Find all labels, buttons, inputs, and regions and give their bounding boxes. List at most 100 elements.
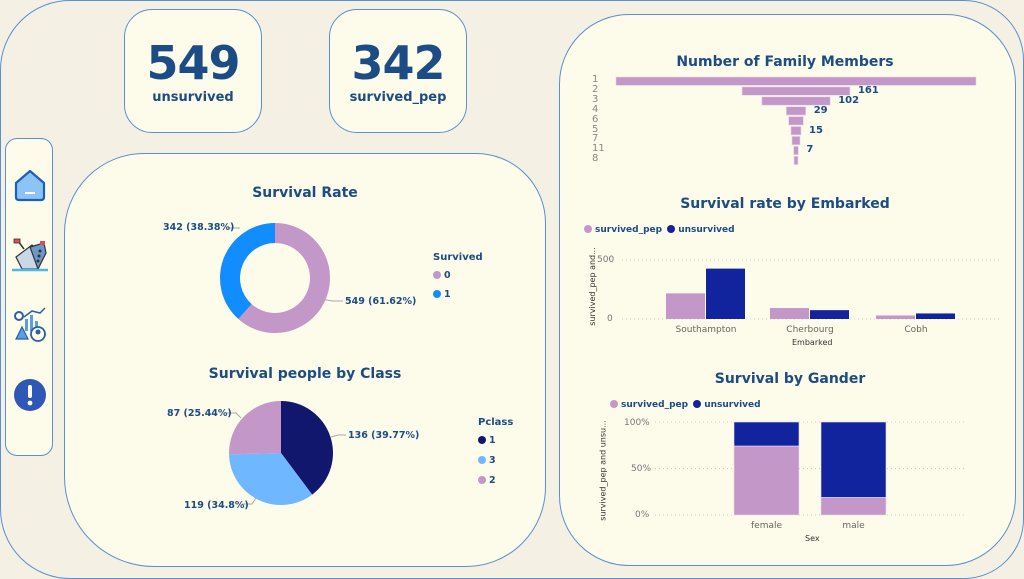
bar-male-survived_pep[interactable] <box>820 497 887 516</box>
funnel-category-label: 8 <box>592 153 599 165</box>
kpi-value: 342 <box>351 36 445 90</box>
legend-label: 1 <box>489 435 496 446</box>
legend-label: unsurvived <box>678 225 735 235</box>
legend-item-unsurvived[interactable]: unsurvived <box>691 400 761 410</box>
legend-label: 2 <box>489 475 496 486</box>
legend-dot <box>433 290 441 298</box>
bar-female-unsurvived[interactable] <box>733 421 800 447</box>
legend-dot <box>584 225 592 233</box>
funnel-bar-4[interactable] <box>785 106 807 116</box>
funnel-bar-1[interactable] <box>615 76 977 86</box>
funnel-data-label: 102 <box>838 94 860 106</box>
donut-slice-survived-0[interactable] <box>238 223 331 334</box>
funnel-bar-7[interactable] <box>791 136 801 146</box>
x-tick-label: female <box>751 521 782 531</box>
legend-dot <box>610 400 618 408</box>
funnel-category-label: 1 <box>592 74 599 85</box>
bar-southampton-survived_pep[interactable] <box>666 293 705 319</box>
legend-item-class-3[interactable]: 3 <box>478 455 496 466</box>
bar-southampton-unsurvived[interactable] <box>706 268 745 319</box>
bar-cherbourg-survived_pep[interactable] <box>770 308 809 319</box>
leader-line <box>226 412 242 419</box>
funnel-bar-6[interactable] <box>788 116 804 126</box>
funnel-bar-2[interactable] <box>741 86 851 96</box>
legend-title-survived: Survived <box>433 252 483 263</box>
funnel-data-label: 29 <box>813 104 828 116</box>
funnel-bar-8[interactable] <box>793 155 799 165</box>
pie-slice-class-1[interactable] <box>281 401 334 495</box>
legend-item-survived-1[interactable]: 1 <box>433 289 451 300</box>
pie-slice-class-3[interactable] <box>229 453 313 505</box>
bar-cherbourg-unsurvived[interactable] <box>810 310 849 319</box>
legend-label: unsurvived <box>704 400 761 410</box>
legend-label: survived_pep <box>595 225 663 235</box>
y-tick-500: 500 <box>597 255 615 265</box>
funnel-data-label: 161 <box>857 84 879 96</box>
legend-title-pclass: Pclass <box>478 417 514 428</box>
bar-cobh-unsurvived[interactable] <box>916 313 955 319</box>
nav-home-button[interactable] <box>12 167 48 203</box>
chart-title-gender: Survival by Gander <box>714 371 866 387</box>
funnel-category-label: 4 <box>592 103 599 115</box>
funnel-category-label: 2 <box>592 83 599 95</box>
legend-item-unsurvived[interactable]: unsurvived <box>665 225 735 235</box>
legend-item-survived-pep[interactable]: survived_pep <box>610 400 688 410</box>
data-label-class-2: 87 (25.44%) <box>167 408 232 419</box>
chart-title-survival-rate: Survival Rate <box>252 185 358 201</box>
nav-titanic-button[interactable] <box>12 237 48 273</box>
kpi-label: unsurvived <box>152 90 234 105</box>
y-tick-0: 0% <box>635 510 650 520</box>
nav-analytics-button[interactable] <box>12 307 48 343</box>
side-navigation <box>5 138 53 456</box>
legend-dot <box>478 436 486 444</box>
donut-slice-survived-1[interactable] <box>220 223 275 319</box>
funnel-data-label: 7 <box>806 144 814 156</box>
legend-dot <box>667 225 676 233</box>
data-label-survived-0: 549 (61.62%) <box>345 296 417 307</box>
data-label-class-1: 136 (39.77%) <box>348 430 420 441</box>
kpi-card-survived: 342 survived_pep <box>329 9 467 133</box>
leader-line <box>330 434 346 438</box>
x-tick-label: Cobh <box>904 325 927 335</box>
pie-slice-class-2[interactable] <box>229 401 281 455</box>
leader-line <box>319 298 343 302</box>
kpi-label: survived_pep <box>349 90 447 105</box>
funnel-bar-11[interactable] <box>793 146 799 156</box>
funnel-data-label: 15 <box>809 124 823 136</box>
legend-label: survived_pep <box>621 400 689 410</box>
x-axis-title-gender: Sex <box>805 534 820 543</box>
legend-dot <box>693 400 702 408</box>
bar-cobh-survived_pep[interactable] <box>876 315 915 319</box>
legend-dot <box>478 476 486 484</box>
legend-label: 3 <box>489 455 496 466</box>
legend-item-survived-0[interactable]: 0 <box>433 270 451 281</box>
chart-title-embarked: Survival rate by Embarked <box>680 196 890 212</box>
bar-male-unsurvived[interactable] <box>820 421 887 498</box>
y-tick-50: 50% <box>631 464 652 474</box>
bar-female-survived_pep[interactable] <box>733 445 800 516</box>
kpi-value: 549 <box>146 36 240 90</box>
analytics-icon <box>14 307 46 342</box>
funnel-bar-3[interactable] <box>761 96 831 106</box>
nav-info-button[interactable] <box>12 377 48 413</box>
sinking-ship-icon <box>12 238 48 272</box>
legend-item-class-1[interactable]: 1 <box>478 435 496 446</box>
info-icon <box>14 379 46 411</box>
x-tick-label: male <box>842 521 865 531</box>
funnel-bar-5[interactable] <box>790 126 802 136</box>
leader-line <box>242 497 257 505</box>
home-icon <box>14 169 46 202</box>
x-tick-label: Southampton <box>676 325 737 335</box>
y-tick-100: 100% <box>624 418 650 428</box>
kpi-card-unsurvived: 549 unsurvived <box>124 9 262 133</box>
y-tick-0: 0 <box>607 314 613 324</box>
funnel-category-label: 6 <box>592 113 599 125</box>
legend-item-survived-pep[interactable]: survived_pep <box>584 225 662 235</box>
legend-label: 1 <box>444 289 451 300</box>
legend-item-class-2[interactable]: 2 <box>478 475 496 486</box>
chart-title-survival-by-class: Survival people by Class <box>208 366 402 382</box>
legend-label: 0 <box>444 270 451 281</box>
funnel-category-label: 5 <box>592 123 599 135</box>
legend-gender: survived_pep unsurvived <box>610 400 761 410</box>
